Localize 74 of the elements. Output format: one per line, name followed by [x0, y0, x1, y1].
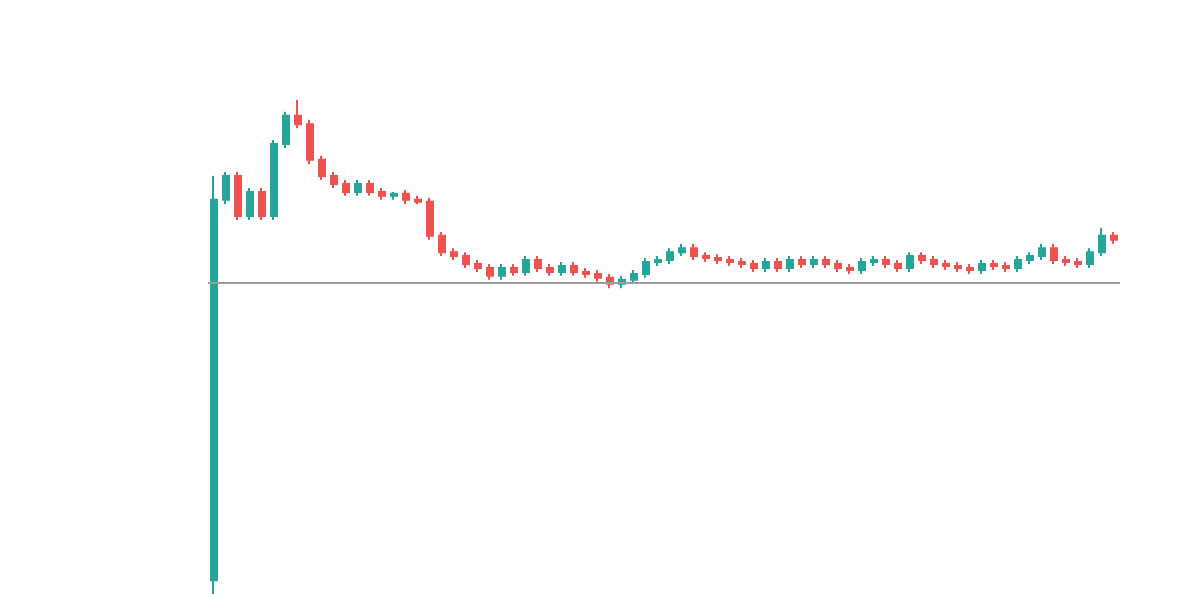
candlestick [1110, 230, 1118, 245]
candlestick [930, 255, 938, 269]
candlestick [666, 247, 674, 266]
candlestick [390, 190, 398, 201]
candlestick [318, 154, 326, 182]
candlestick [450, 247, 458, 262]
candlestick [366, 179, 374, 197]
candlestick [1038, 242, 1046, 262]
candlestick [270, 139, 278, 222]
candlestick [402, 188, 410, 206]
candlestick [1062, 255, 1070, 267]
candlestick [846, 263, 854, 275]
candlestick [282, 110, 290, 149]
candlestick [582, 266, 590, 279]
candlestick [378, 186, 386, 201]
candlestick [822, 255, 830, 269]
candlestick [342, 179, 350, 197]
candlestick [762, 257, 770, 273]
candlestick [810, 255, 818, 269]
candlestick [522, 255, 530, 277]
candlestick [714, 253, 722, 266]
candlestick [990, 259, 998, 271]
candlestick [294, 99, 302, 130]
candlestick [210, 175, 218, 594]
candlestick [798, 255, 806, 269]
candlestick [306, 118, 314, 166]
candlestick [1086, 247, 1094, 269]
candlestick [438, 230, 446, 258]
candlestick [1002, 261, 1010, 273]
candlestick [630, 268, 638, 285]
candlestick [594, 268, 602, 283]
candlestick [894, 259, 902, 273]
candlestick [246, 186, 254, 222]
candlestick [882, 255, 890, 269]
candlestick [750, 259, 758, 273]
candlestick [654, 255, 662, 267]
candlestick [858, 257, 866, 275]
candlestick [918, 251, 926, 266]
candlestick [906, 251, 914, 273]
candlestick [702, 251, 710, 264]
candlestick [1098, 226, 1106, 258]
candlestick [774, 257, 782, 273]
candlestick [1014, 255, 1022, 273]
candlestick [978, 259, 986, 275]
candlestick [738, 257, 746, 269]
candlestick [546, 263, 554, 277]
candlestick [786, 255, 794, 273]
candlestick [426, 196, 434, 241]
candlestick [690, 242, 698, 262]
candlestick [642, 257, 650, 279]
candlestick [510, 263, 518, 277]
candlestick [870, 255, 878, 267]
candlestick [354, 179, 362, 197]
candlestick [462, 251, 470, 269]
candlestick [486, 263, 494, 281]
candlestick [258, 186, 266, 222]
candlestick [678, 242, 686, 258]
candlestick [1026, 251, 1034, 266]
candlestick [474, 259, 482, 273]
candlestick [234, 171, 242, 222]
candlestick [222, 171, 230, 206]
candlestick [414, 194, 422, 206]
candlestick [726, 255, 734, 267]
candlestick [498, 263, 506, 281]
candlestick [330, 171, 338, 189]
candlestick [834, 259, 842, 273]
candlestick [534, 255, 542, 273]
candlestick [954, 261, 962, 273]
candlestick [1074, 257, 1082, 269]
candlestick [1050, 242, 1058, 266]
candlestick [558, 261, 566, 277]
candlestick [966, 263, 974, 275]
candlestick [942, 259, 950, 271]
candlestick [570, 261, 578, 277]
